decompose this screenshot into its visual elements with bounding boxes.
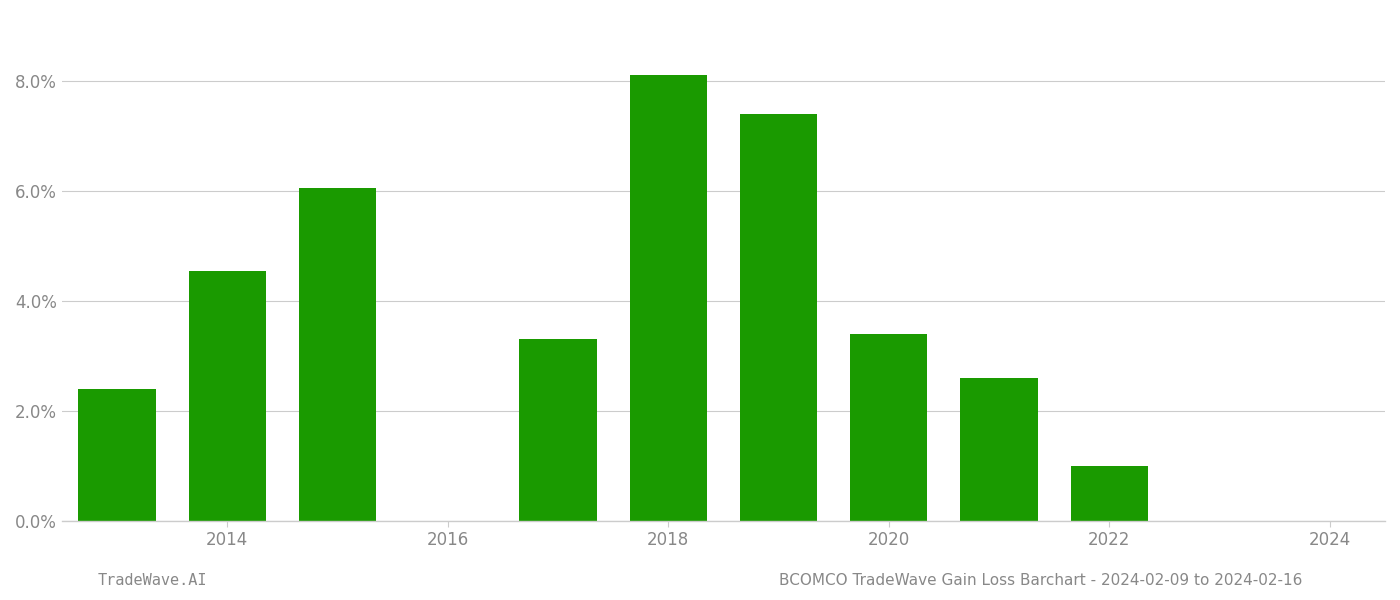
Bar bbox=[78, 389, 155, 521]
Text: BCOMCO TradeWave Gain Loss Barchart - 2024-02-09 to 2024-02-16: BCOMCO TradeWave Gain Loss Barchart - 20… bbox=[778, 573, 1302, 588]
Bar bbox=[741, 114, 818, 521]
Bar bbox=[960, 378, 1037, 521]
Bar bbox=[630, 76, 707, 521]
Bar bbox=[300, 188, 377, 521]
Bar bbox=[1071, 466, 1148, 521]
Bar bbox=[189, 271, 266, 521]
Bar bbox=[519, 339, 596, 521]
Text: TradeWave.AI: TradeWave.AI bbox=[98, 573, 207, 588]
Bar bbox=[850, 334, 927, 521]
